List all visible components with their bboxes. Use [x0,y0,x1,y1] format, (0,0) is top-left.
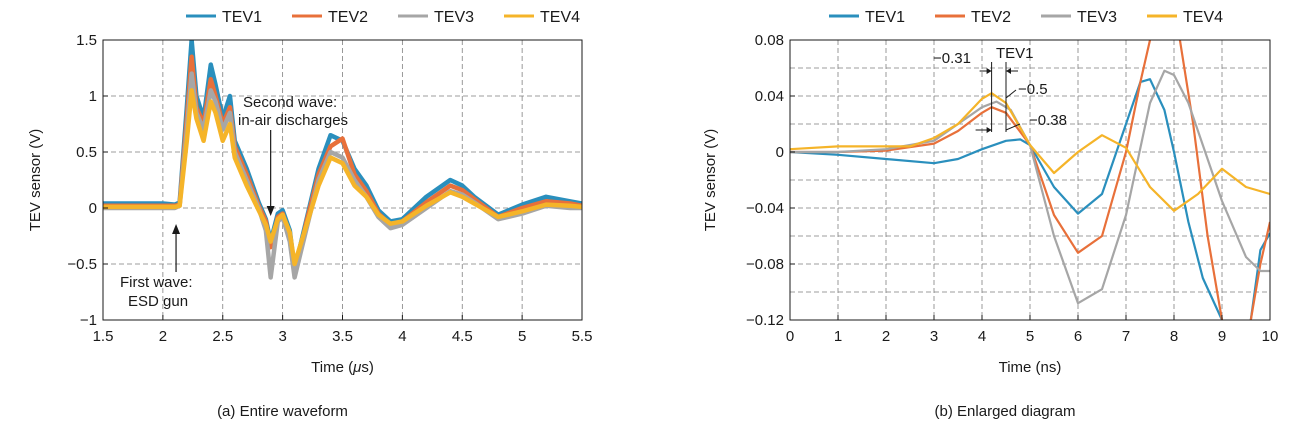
x-tick-label: 1 [834,328,842,345]
x-tick-label: 4 [398,328,406,345]
annotation-leader [1006,90,1016,98]
y-tick-label: −0.12 [746,312,784,329]
y-tick-label: 1 [89,88,97,105]
annotation-arrowhead-first-wave [172,224,180,234]
annotation-minus-0-5: −0.5 [1018,81,1048,98]
x-tick-label: 6 [1074,328,1082,345]
legend-label-tev3: TEV3 [1077,9,1117,26]
x-tick-label: 2 [159,328,167,345]
x-tick-label: 7 [1122,328,1130,345]
annotation-arrowhead [987,127,992,133]
legend-label-tev1: TEV1 [222,9,262,26]
y-tick-label: 1.5 [76,32,97,49]
annotation-arrowhead [987,68,992,74]
y-tick-label: 0.04 [755,88,784,105]
legend-label-tev4: TEV4 [540,9,580,26]
y-tick-label: 0.08 [755,32,784,49]
annotation-first-wave-line2: ESD gun [128,293,188,310]
y-axis-label: TEV sensor (V) [27,129,44,232]
y-tick-label: 0 [776,144,784,161]
y-tick-label: −0.08 [746,256,784,273]
annotation-second-wave-line1: Second wave: [243,94,337,111]
chart-enlarged-diagram: 0 1 2 3 4 5 6 7 8 9 10 −0.12 −0.08 −0.04 0 0.04 0.08 Ti… [702,9,1278,420]
annotation-second-wave-line2: in-air discharges [238,112,348,129]
legend-label-tev2: TEV2 [328,9,368,26]
legend-label-tev2: TEV2 [971,9,1011,26]
chart-entire-waveform: 1.5 2 2.5 3 3.5 4 4.5 5 5.5 −1 −0.5 0 0.5 1 1.5 Time … [27,9,592,420]
x-tick-label: 2 [882,328,890,345]
caption-entire-waveform: (a) Entire waveform [217,403,348,420]
annotation-arrowhead-second-wave [267,206,275,216]
y-axis-label: TEV sensor (V) [702,129,719,232]
x-axis-label: Time (μs) [311,359,374,376]
caption-enlarged-diagram: (b) Enlarged diagram [935,403,1076,420]
legend: TEV1 TEV2 TEV3 TEV4 [186,9,580,26]
x-tick-label: 3 [278,328,286,345]
y-tick-label: −1 [80,312,97,329]
x-tick-label: 8 [1170,328,1178,345]
y-ticks: −1 −0.5 0 0.5 1 1.5 [67,32,108,329]
annotation-first-wave-line1: First wave: [120,274,193,291]
y-tick-label: 0 [89,200,97,217]
x-axis-label: Time (ns) [999,359,1062,376]
y-tick-label: −0.5 [67,256,97,273]
y-tick-label: −0.04 [746,200,784,217]
annotations: TEV1 −0.31 −0.5 −0.38 [933,45,1067,133]
annotation-tev1: TEV1 [996,45,1034,62]
x-tick-label: 0 [786,328,794,345]
legend-label-tev3: TEV3 [434,9,474,26]
annotation-arrowhead [1006,68,1011,74]
legend-label-tev4: TEV4 [1183,9,1223,26]
x-tick-label: 10 [1262,328,1279,345]
annotation-minus-0-31: −0.31 [933,50,971,67]
x-tick-label: 5 [1026,328,1034,345]
x-tick-label: 9 [1218,328,1226,345]
y-ticks: −0.12 −0.08 −0.04 0 0.04 0.08 [746,32,795,329]
x-tick-label: 5.5 [572,328,593,345]
x-tick-label: 3 [930,328,938,345]
x-tick-label: 3.5 [332,328,353,345]
legend-label-tev1: TEV1 [865,9,905,26]
x-tick-label: 4.5 [452,328,473,345]
annotation-minus-0-38: −0.38 [1029,112,1067,129]
x-tick-label: 1.5 [93,328,114,345]
y-tick-label: 0.5 [76,144,97,161]
x-tick-label: 4 [978,328,986,345]
x-tick-label: 5 [518,328,526,345]
legend: TEV1 TEV2 TEV3 TEV4 [829,9,1223,26]
x-tick-label: 2.5 [212,328,233,345]
